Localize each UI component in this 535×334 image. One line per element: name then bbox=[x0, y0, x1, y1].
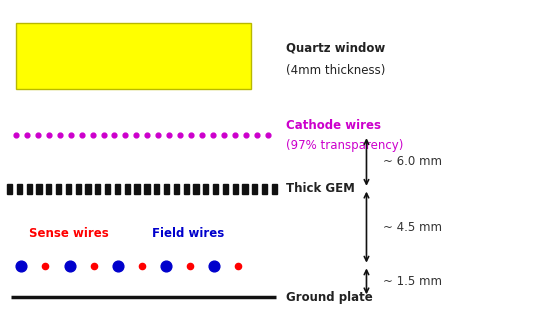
Text: ~ 1.5 mm: ~ 1.5 mm bbox=[383, 275, 441, 288]
Bar bbox=[7, 184, 12, 194]
Point bbox=[78, 133, 86, 138]
Point bbox=[110, 133, 119, 138]
Bar bbox=[86, 184, 90, 194]
Bar bbox=[66, 184, 71, 194]
Bar bbox=[262, 184, 267, 194]
Point bbox=[137, 263, 146, 268]
Bar bbox=[115, 184, 120, 194]
Bar bbox=[27, 184, 32, 194]
Point bbox=[56, 133, 64, 138]
Bar bbox=[134, 184, 140, 194]
Point bbox=[234, 263, 242, 268]
Bar bbox=[223, 184, 228, 194]
Bar bbox=[95, 184, 101, 194]
Point bbox=[89, 263, 98, 268]
Point bbox=[210, 263, 218, 268]
Bar bbox=[56, 184, 61, 194]
Point bbox=[113, 263, 122, 268]
Bar bbox=[184, 184, 189, 194]
Text: Sense wires: Sense wires bbox=[29, 227, 109, 240]
Point bbox=[241, 133, 250, 138]
Point bbox=[209, 133, 217, 138]
Text: Cathode wires: Cathode wires bbox=[286, 119, 381, 132]
Point bbox=[44, 133, 53, 138]
Point bbox=[143, 133, 151, 138]
Point bbox=[263, 133, 272, 138]
Bar bbox=[193, 184, 198, 194]
Bar bbox=[144, 184, 149, 194]
Point bbox=[176, 133, 185, 138]
Bar bbox=[272, 184, 277, 194]
Point bbox=[162, 263, 170, 268]
Point bbox=[65, 263, 74, 268]
Point bbox=[34, 133, 42, 138]
Point bbox=[66, 133, 75, 138]
Point bbox=[41, 263, 50, 268]
Point bbox=[231, 133, 239, 138]
Point bbox=[99, 133, 108, 138]
Bar bbox=[75, 184, 81, 194]
Text: (97% transparency): (97% transparency) bbox=[286, 139, 403, 152]
Point bbox=[253, 133, 261, 138]
Bar bbox=[17, 184, 22, 194]
Bar bbox=[174, 184, 179, 194]
Text: ~ 6.0 mm: ~ 6.0 mm bbox=[383, 156, 441, 168]
Text: Thick GEM: Thick GEM bbox=[286, 182, 355, 195]
Point bbox=[121, 133, 129, 138]
Point bbox=[154, 133, 163, 138]
Point bbox=[22, 133, 31, 138]
Bar bbox=[252, 184, 257, 194]
Point bbox=[12, 133, 20, 138]
Bar bbox=[46, 184, 51, 194]
Point bbox=[186, 263, 194, 268]
Point bbox=[187, 133, 195, 138]
Text: (4mm thickness): (4mm thickness) bbox=[286, 64, 386, 76]
Point bbox=[132, 133, 141, 138]
Bar bbox=[154, 184, 159, 194]
Text: Field wires: Field wires bbox=[152, 227, 225, 240]
Point bbox=[219, 133, 228, 138]
Bar bbox=[36, 184, 42, 194]
Bar bbox=[213, 184, 218, 194]
Bar bbox=[242, 184, 248, 194]
Point bbox=[88, 133, 97, 138]
Text: ~ 4.5 mm: ~ 4.5 mm bbox=[383, 221, 441, 233]
Point bbox=[17, 263, 26, 268]
Bar bbox=[233, 184, 238, 194]
Bar bbox=[16, 23, 251, 89]
Bar bbox=[125, 184, 130, 194]
Point bbox=[165, 133, 173, 138]
Bar bbox=[105, 184, 110, 194]
Text: Ground plate: Ground plate bbox=[286, 291, 373, 304]
Text: Quartz window: Quartz window bbox=[286, 42, 386, 55]
Bar bbox=[164, 184, 169, 194]
Bar bbox=[203, 184, 208, 194]
Point bbox=[197, 133, 206, 138]
